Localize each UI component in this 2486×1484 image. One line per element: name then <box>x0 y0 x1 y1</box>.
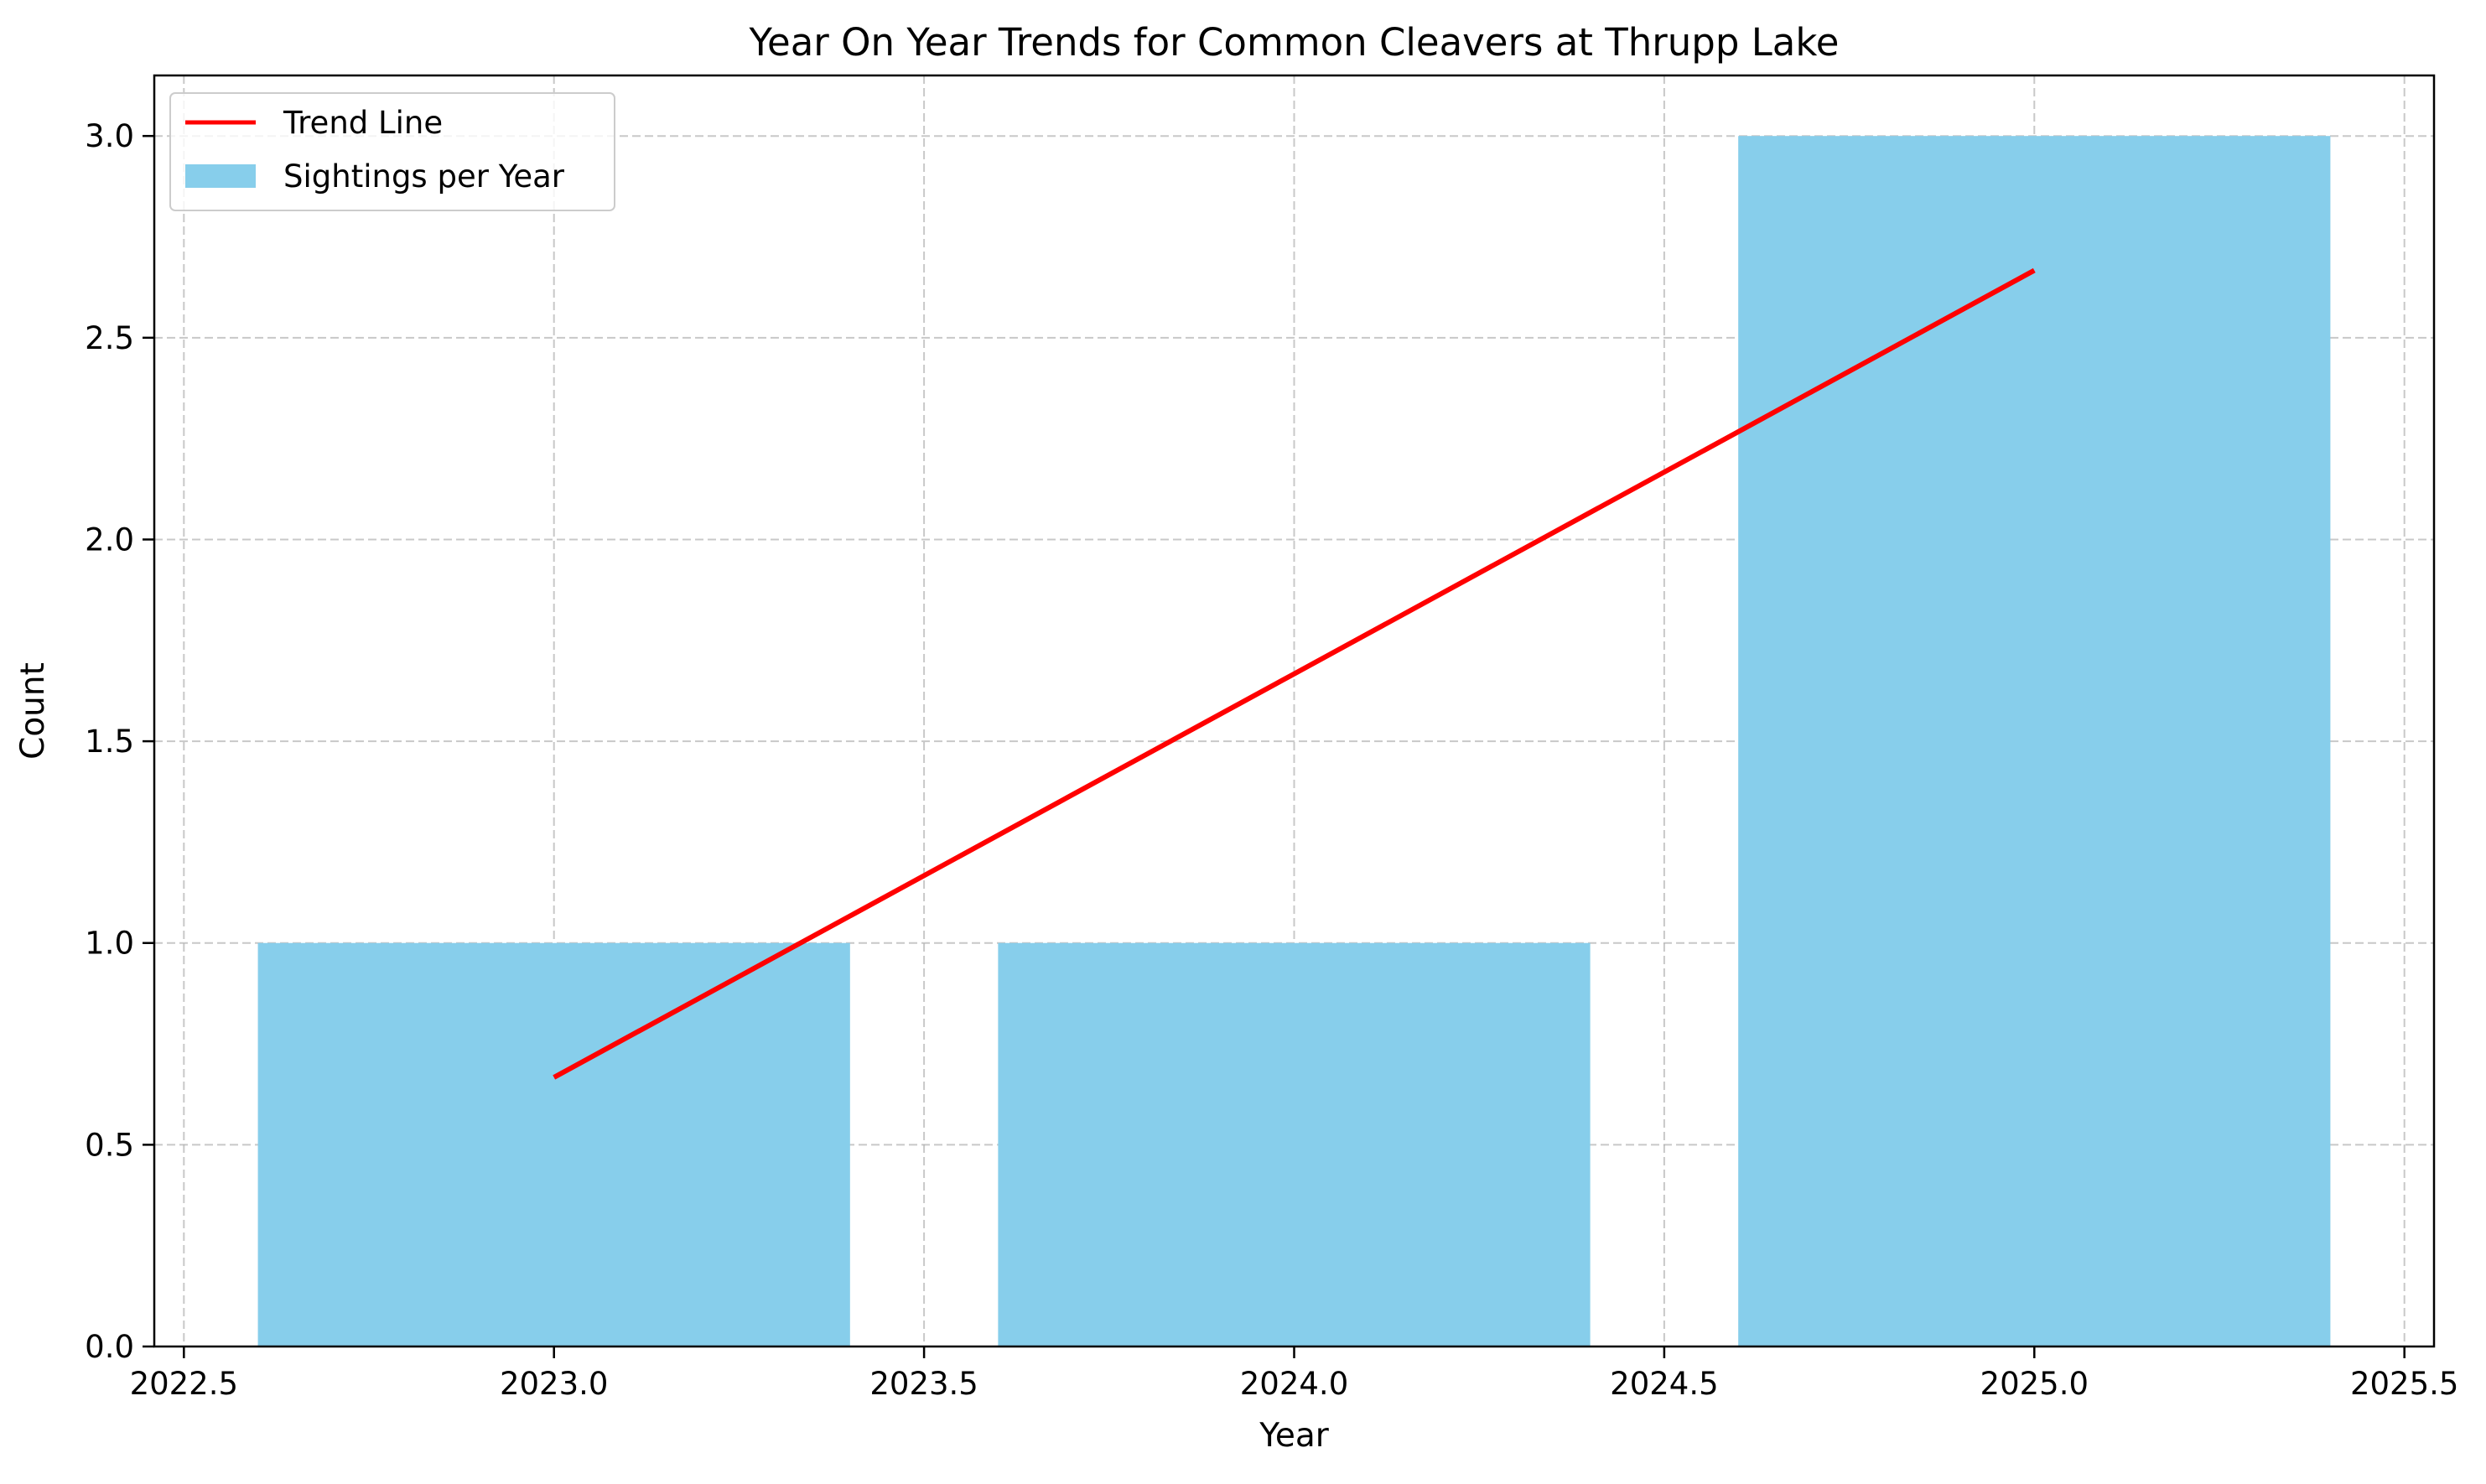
x-tick-label: 2025.0 <box>1980 1366 2089 1402</box>
y-tick-label: 0.5 <box>85 1127 134 1163</box>
bar-series <box>257 136 2331 1347</box>
x-tick-label: 2023.0 <box>500 1366 608 1402</box>
legend-bar-swatch <box>185 164 256 188</box>
chart-title: Year On Year Trends for Common Cleavers … <box>749 20 1840 65</box>
legend: Trend Line Sightings per Year <box>169 92 615 211</box>
y-tick-label: 0.0 <box>85 1329 134 1365</box>
x-tick-label: 2023.5 <box>869 1366 978 1402</box>
x-tick-label: 2022.5 <box>130 1366 238 1402</box>
y-tick-label: 1.5 <box>85 724 134 760</box>
bar-2023 <box>257 942 850 1346</box>
bar-2024 <box>998 942 1591 1346</box>
y-tick-label: 2.5 <box>85 320 134 356</box>
axis-ticks: 2022.5 2023.0 2023.5 2024.0 2024.5 2025.0 2025… <box>85 118 2458 1402</box>
y-tick-label: 3.0 <box>85 118 134 154</box>
y-tick-label: 1.0 <box>85 926 134 962</box>
trend-line <box>553 267 2036 1080</box>
x-tick-label: 2024.0 <box>1240 1366 1348 1402</box>
x-tick-label: 2025.5 <box>2350 1366 2458 1402</box>
bar-2025 <box>1738 136 2331 1347</box>
legend-box <box>169 92 615 211</box>
x-tick-label: 2024.5 <box>1610 1366 1718 1402</box>
legend-bar-label: Sightings per Year <box>283 158 565 195</box>
trend-series <box>553 267 2036 1080</box>
y-axis-label: Count <box>14 662 52 760</box>
x-axis-label: Year <box>1259 1417 1330 1455</box>
y-tick-label: 2.0 <box>85 521 134 558</box>
legend-trend-label: Trend Line <box>283 105 443 141</box>
